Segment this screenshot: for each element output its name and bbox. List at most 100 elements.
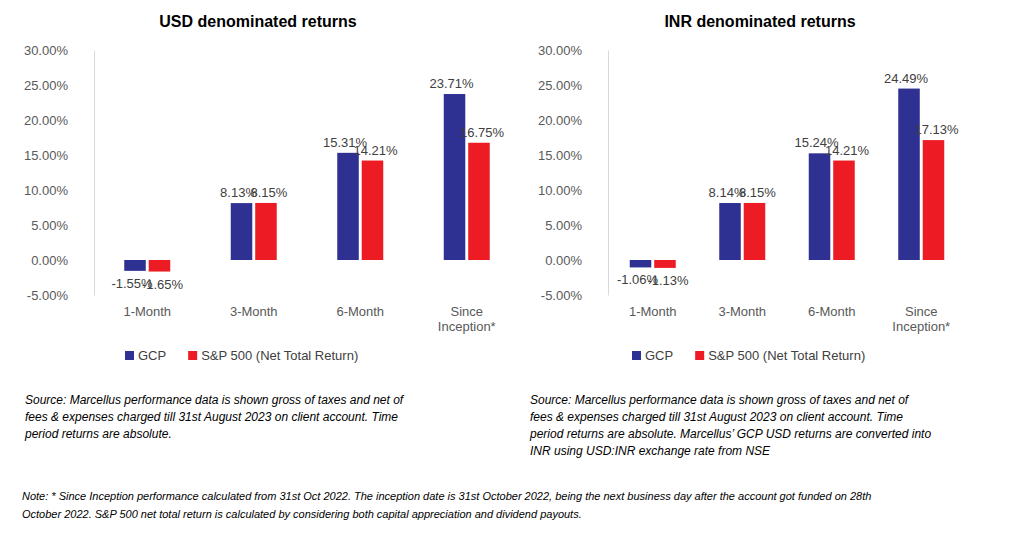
y-tick-label: 5.00%	[31, 218, 68, 233]
y-tick: -5.00%	[541, 288, 608, 303]
source-note: period returns are absolute.	[24, 427, 172, 441]
legend-label: S&P 500 (Net Total Return)	[708, 348, 865, 363]
x-tick: 3-Month	[718, 295, 766, 319]
y-tick: 10.00%	[24, 183, 94, 198]
bar	[149, 260, 171, 272]
x-tick: SinceInception*	[892, 295, 950, 334]
y-tick-label: 20.00%	[24, 113, 69, 128]
data-label: 16.75%	[460, 125, 505, 140]
y-axis: -5.00% 0.00% 5.00% 10.00% 15.00% 20.00% 25.00%…	[24, 43, 95, 303]
y-tick: 30.00%	[538, 43, 608, 58]
y-tick-label: 20.00%	[538, 113, 583, 128]
y-tick-label: 5.00%	[545, 218, 582, 233]
bars	[630, 89, 945, 268]
x-tick: 3-Month	[230, 295, 278, 319]
x-tick: 6-Month	[808, 295, 856, 319]
bar	[744, 203, 766, 260]
y-tick: 25.00%	[538, 78, 608, 93]
x-tick-label: 1-Month	[629, 304, 677, 319]
source-note: period returns are absolute. Marcellus’ …	[529, 427, 931, 441]
data-label: 14.21%	[825, 143, 870, 158]
legend-swatch	[695, 351, 704, 360]
y-tick-label: 25.00%	[24, 78, 69, 93]
bar	[630, 260, 652, 267]
x-tick: 6-Month	[336, 295, 384, 319]
bar	[719, 203, 741, 260]
y-tick: 15.00%	[538, 148, 608, 163]
x-tick-label-line: Inception*	[438, 319, 496, 334]
data-label: 17.13%	[914, 122, 959, 137]
chart-title: USD denominated returns	[159, 13, 356, 30]
source-note: INR using USD:INR exchange rate from NSE	[530, 444, 771, 458]
data-label: -1.13%	[647, 273, 689, 288]
x-tick: 1-Month	[629, 295, 677, 319]
y-tick-label: 30.00%	[538, 43, 583, 58]
y-axis-line	[94, 51, 95, 296]
y-tick: 5.00%	[31, 218, 94, 233]
legend-label: GCP	[138, 348, 166, 363]
bars	[124, 94, 490, 272]
legend-label: S&P 500 (Net Total Return)	[201, 348, 358, 363]
y-tick: 25.00%	[24, 78, 94, 93]
page: USD denominated returns -5.00% 0.00% 5.00% 1…	[0, 0, 1012, 534]
x-tick-label-line: Since	[905, 304, 938, 319]
y-tick: 20.00%	[24, 113, 94, 128]
footnote: October 2022. S&P 500 net total return i…	[22, 508, 582, 520]
y-tick-label: 10.00%	[538, 183, 583, 198]
x-tick-label: 1-Month	[123, 304, 171, 319]
x-axis: 1-Month 3-Month 6-Month SinceInception*	[123, 295, 495, 334]
source-note: Source: Marcellus performance data is sh…	[25, 393, 405, 407]
y-axis-line	[608, 51, 609, 296]
x-tick-label-line: Inception*	[892, 319, 950, 334]
source-note: fees & expenses charged till 31st August…	[25, 410, 398, 424]
x-tick: 1-Month	[123, 295, 171, 319]
y-tick: 10.00%	[538, 183, 608, 198]
y-tick: 20.00%	[538, 113, 608, 128]
bar	[231, 203, 253, 260]
chart: USD denominated returns -5.00% 0.00% 5.00% 1…	[24, 13, 505, 441]
y-tick: 0.00%	[545, 253, 608, 268]
bar	[898, 89, 920, 260]
source-note: fees & expenses charged till 31st August…	[530, 410, 903, 424]
y-tick-label: -5.00%	[27, 288, 69, 303]
bar	[337, 153, 359, 260]
bar	[444, 94, 466, 260]
x-tick: SinceInception*	[438, 295, 496, 334]
x-tick-label: 3-Month	[718, 304, 766, 319]
x-axis: 1-Month 3-Month 6-Month SinceInception*	[629, 295, 950, 334]
y-tick-label: 30.00%	[24, 43, 69, 58]
y-tick-label: -5.00%	[541, 288, 583, 303]
footnote: Note: * Since Inception performance calc…	[22, 490, 871, 502]
data-label: -1.65%	[142, 277, 184, 292]
x-tick-label: 3-Month	[230, 304, 278, 319]
bar	[124, 260, 146, 271]
data-label: 24.49%	[884, 71, 929, 86]
bar	[654, 260, 676, 268]
y-tick: 15.00%	[24, 148, 94, 163]
y-tick-label: 0.00%	[545, 253, 582, 268]
bar	[923, 140, 945, 260]
y-tick-label: 25.00%	[538, 78, 583, 93]
x-tick-label: 6-Month	[808, 304, 856, 319]
bar	[362, 161, 384, 260]
y-tick-label: 0.00%	[31, 253, 68, 268]
y-tick: 0.00%	[31, 253, 94, 268]
x-tick-label: SinceInception*	[892, 304, 950, 334]
y-axis: -5.00% 0.00% 5.00% 10.00% 15.00% 20.00% 25.00%…	[538, 43, 609, 303]
data-label: 23.71%	[429, 76, 474, 91]
data-label: 14.21%	[353, 143, 398, 158]
legend-swatch	[188, 351, 197, 360]
y-tick: -5.00%	[27, 288, 94, 303]
y-tick: 5.00%	[545, 218, 608, 233]
bar	[468, 143, 490, 260]
x-tick-label-line: Since	[450, 304, 483, 319]
legend-label: GCP	[645, 348, 673, 363]
bar	[833, 161, 855, 260]
y-tick: 30.00%	[24, 43, 94, 58]
source-note: Source: Marcellus performance data is sh…	[530, 393, 910, 407]
bar	[255, 203, 277, 260]
chart: INR denominated returns -5.00% 0.00% 5.00% 1…	[529, 13, 959, 458]
legend-swatch	[632, 351, 641, 360]
chart-title: INR denominated returns	[664, 13, 855, 30]
x-tick-label: 6-Month	[336, 304, 384, 319]
